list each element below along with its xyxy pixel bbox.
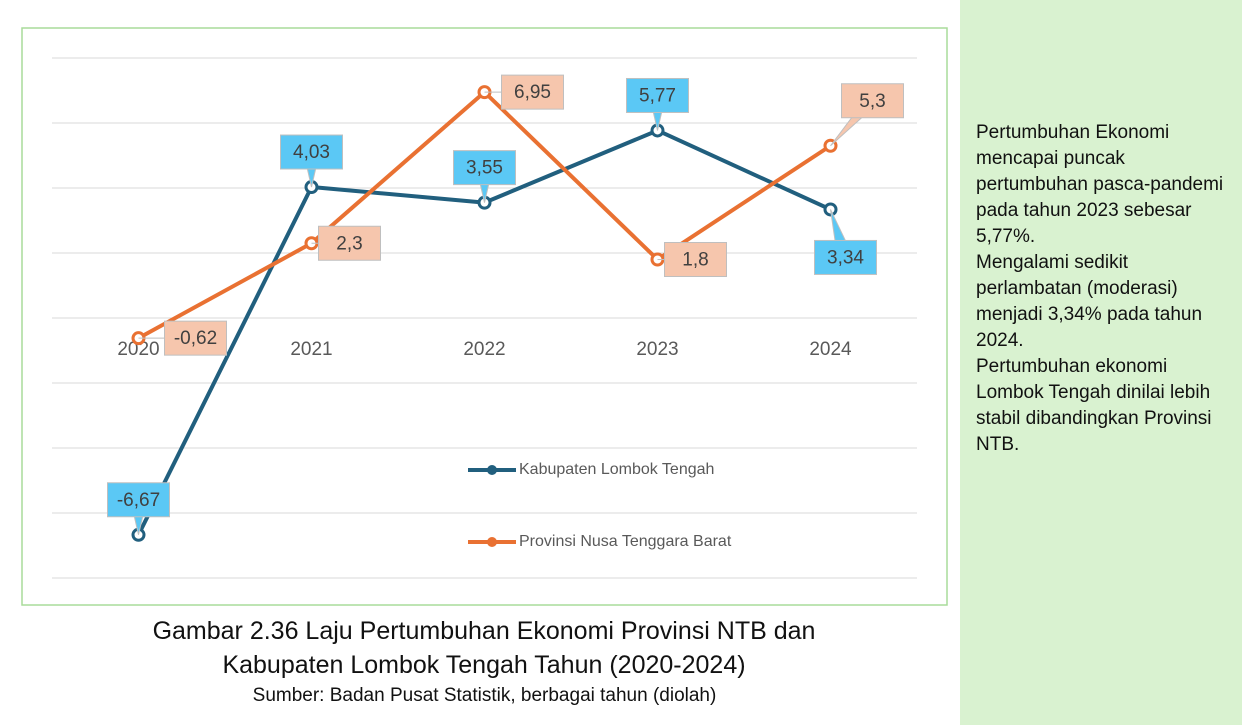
data-label: 6,95 xyxy=(514,82,551,103)
data-label-box xyxy=(453,150,516,186)
chart-title: Gambar 2.36 Laju Pertumbuhan Ekonomi Pro… xyxy=(152,617,816,679)
legend-marker xyxy=(487,465,497,475)
data-label-box xyxy=(280,134,343,170)
data-label-box xyxy=(841,83,904,119)
data-label: 3,55 xyxy=(466,158,503,179)
side-note: Pertumbuhan Ekonomi mencapai puncak pert… xyxy=(960,0,1242,725)
x-tick-label: 2023 xyxy=(636,339,678,360)
data-label: 3,34 xyxy=(827,247,864,268)
x-tick-label: 2022 xyxy=(463,339,505,360)
legend-marker xyxy=(487,537,497,547)
data-label-box xyxy=(107,482,170,518)
data-label: -0,62 xyxy=(174,328,217,349)
chart-source: Sumber: Badan Pusat Statistik, berbagai … xyxy=(252,685,717,706)
x-tick-label: 2021 xyxy=(290,339,332,360)
data-label: 4,03 xyxy=(293,142,330,163)
data-label-box xyxy=(164,320,227,356)
note-paragraph: Pertumbuhan ekonomi Lombok Tengah dinila… xyxy=(976,356,1212,455)
data-label-box xyxy=(664,242,727,277)
data-label: 2,3 xyxy=(336,233,362,254)
x-tick-label: 2024 xyxy=(809,339,852,360)
note-paragraph: Pertumbuhan Ekonomi mencapai puncak pert… xyxy=(976,122,1224,247)
legend-label: Kabupaten Lombok Tengah xyxy=(519,461,714,478)
data-label: 5,3 xyxy=(859,91,885,112)
data-label-box xyxy=(501,74,564,110)
data-label: 1,8 xyxy=(682,250,708,271)
note-paragraph: Mengalami sedikit perlambatan (moderasi)… xyxy=(976,252,1203,351)
data-label: 5,77 xyxy=(639,85,676,106)
chart-frame xyxy=(21,27,948,606)
data-label-box xyxy=(318,225,381,261)
data-label-box xyxy=(626,77,689,113)
legend-label: Provinsi Nusa Tenggara Barat xyxy=(519,533,732,550)
x-tick-label: 2020 xyxy=(117,339,159,360)
data-label: -6,67 xyxy=(117,490,160,511)
chart: 2020 2021 2022 2023 2024 -6,67 4,03 3,55 5,77 3,3… xyxy=(21,27,948,606)
data-label-box xyxy=(814,239,877,275)
